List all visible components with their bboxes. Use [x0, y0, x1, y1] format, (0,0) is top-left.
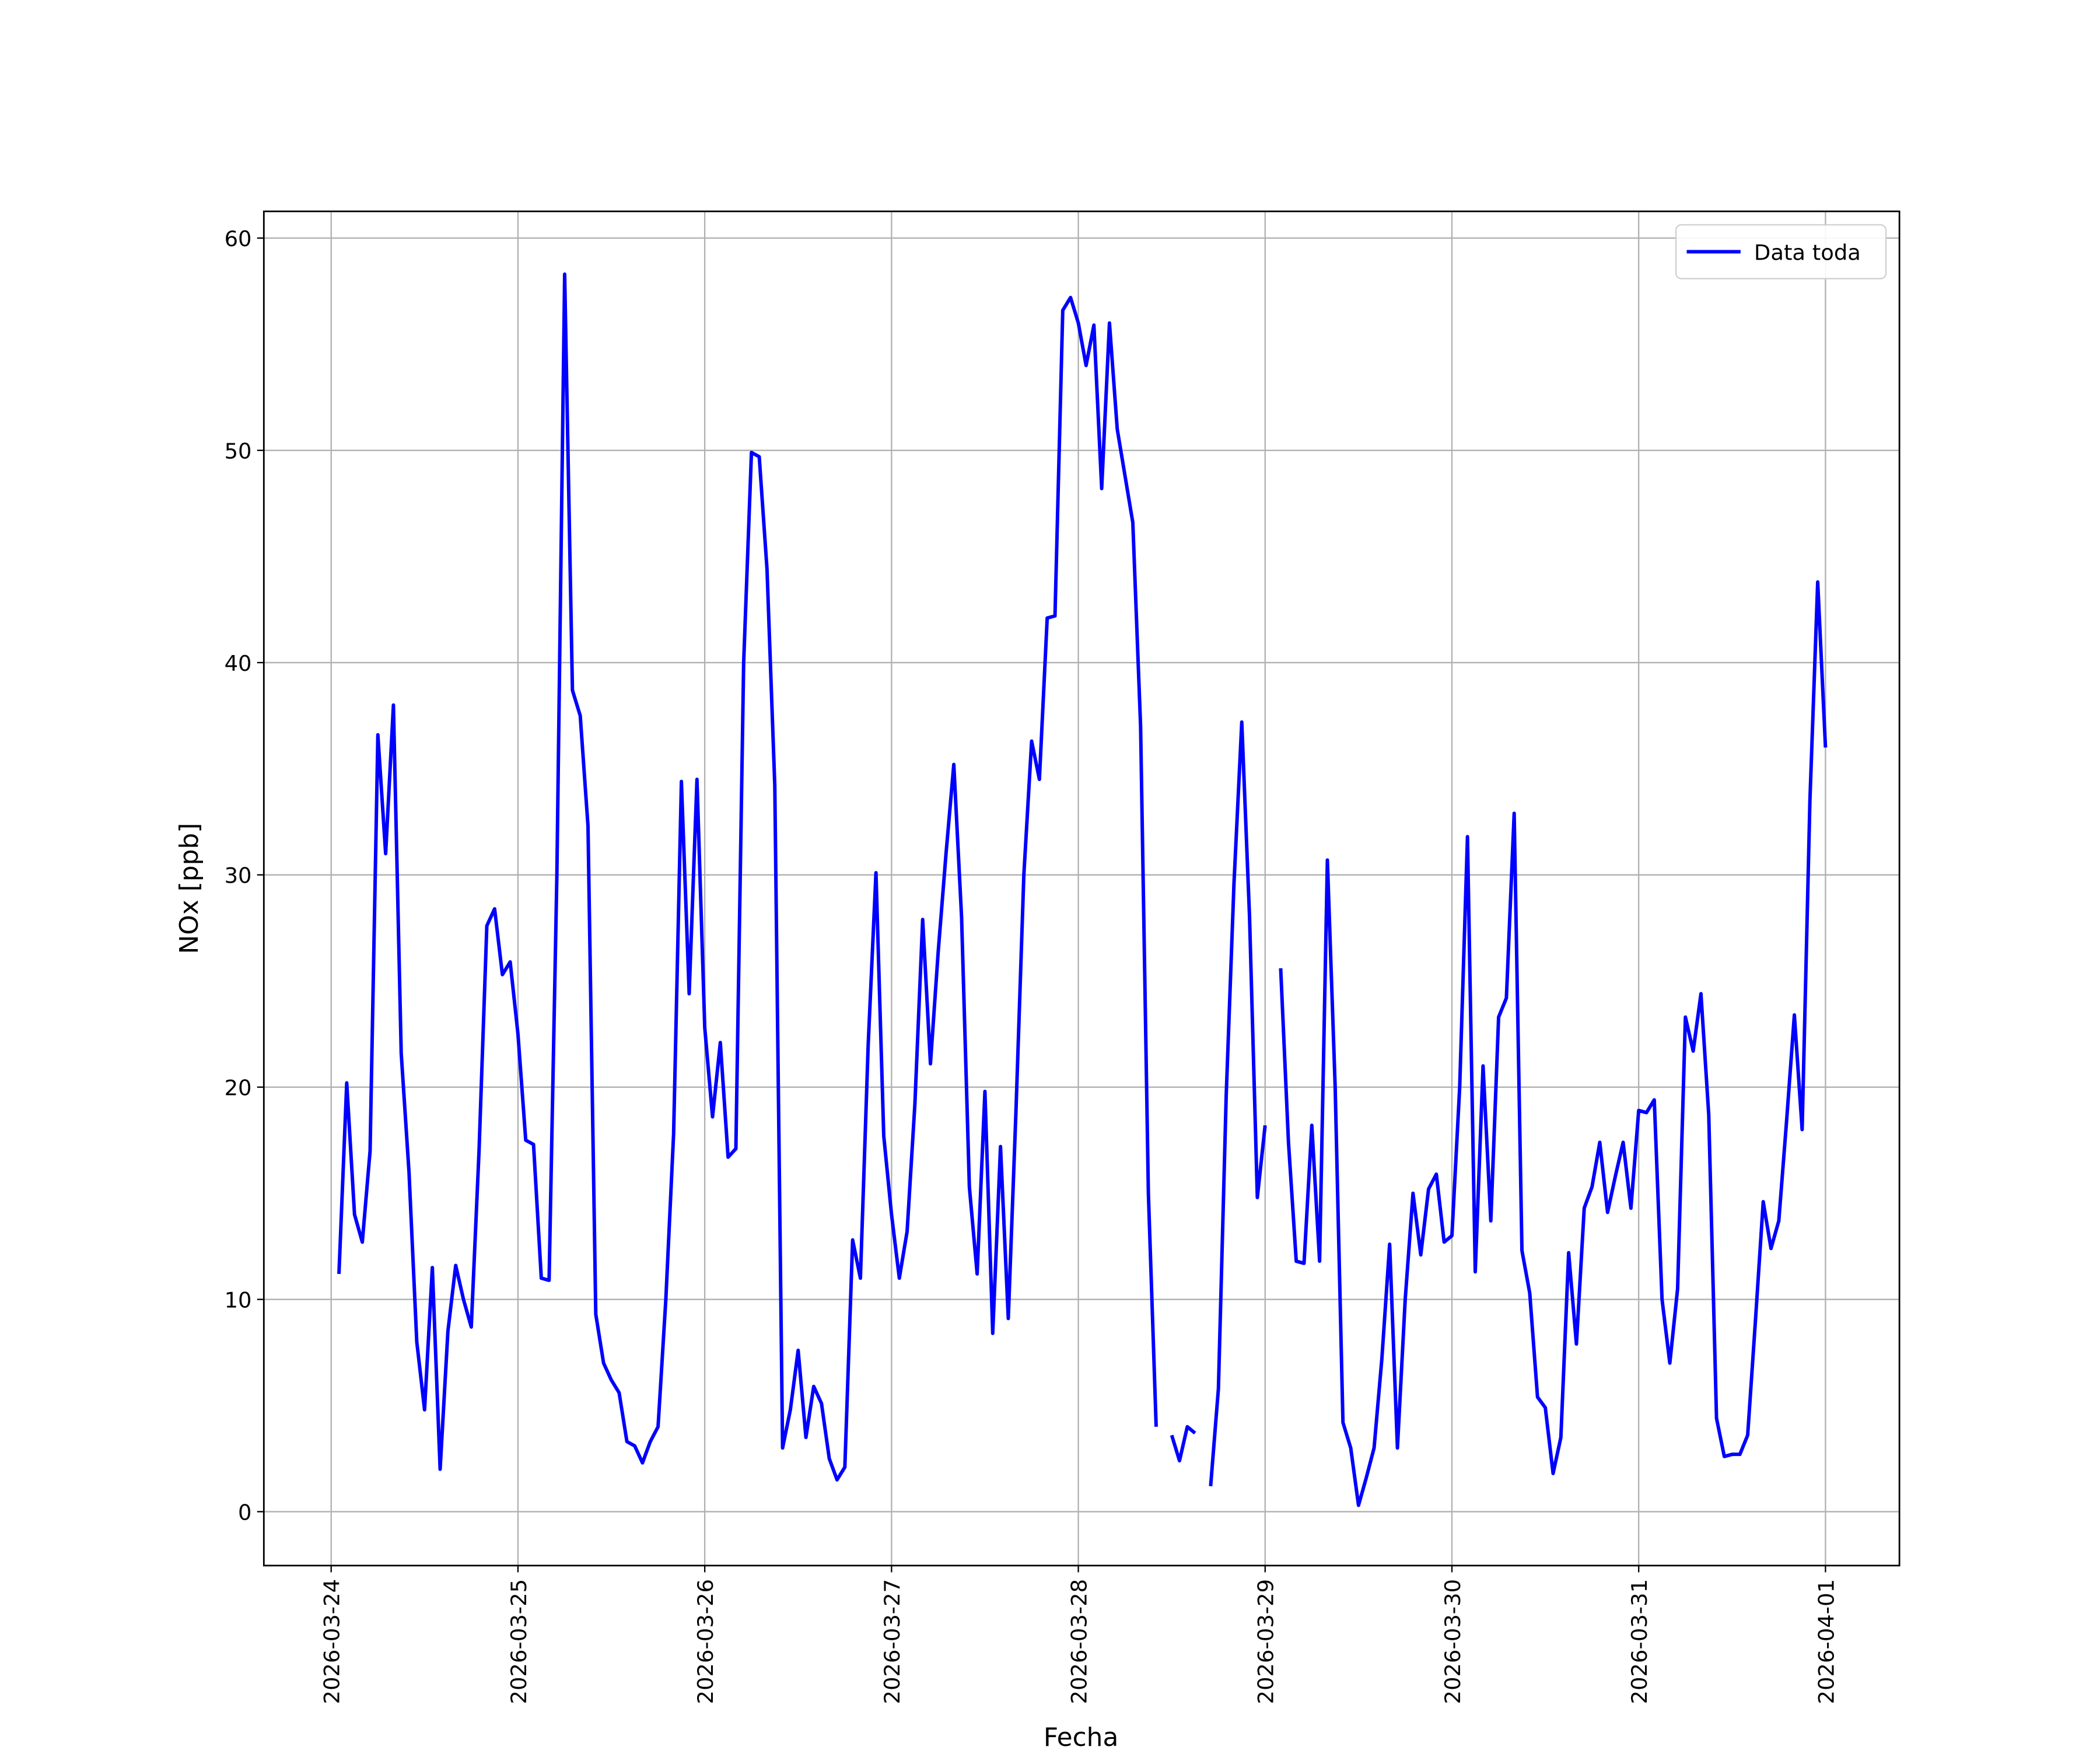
plot-frame [262, 210, 1901, 1567]
y-tick-label: 30 [225, 863, 252, 888]
x-tick-label: 2026-03-28 [1066, 1579, 1091, 1704]
x-tick-label: 2026-04-01 [1814, 1579, 1839, 1704]
legend-label: Data toda [1754, 240, 1861, 265]
y-tick-label: 50 [225, 439, 252, 464]
x-tick-label: 2026-03-25 [506, 1579, 531, 1704]
y-axis-label: NOx [ppb] [174, 823, 204, 954]
x-tick-label: 2026-03-27 [880, 1579, 905, 1704]
x-tick-label: 2026-03-26 [693, 1579, 718, 1704]
legend: Data toda [1675, 224, 1887, 279]
y-tick-label: 10 [225, 1287, 252, 1312]
y-tick-label: 60 [225, 226, 252, 251]
data-line [337, 272, 1828, 1507]
x-tick-label: 2026-03-30 [1440, 1579, 1465, 1704]
y-tick-label: 0 [238, 1500, 251, 1525]
legend-box [1675, 224, 1887, 279]
x-tick-label: 2026-03-31 [1627, 1579, 1652, 1704]
x-tick-label: 2026-03-24 [320, 1579, 345, 1704]
x-axis-label: Fecha [1044, 1723, 1119, 1750]
y-tick-label: 20 [225, 1076, 252, 1101]
y-tick-label: 40 [225, 651, 252, 676]
x-tick-label: 2026-03-29 [1254, 1579, 1279, 1704]
